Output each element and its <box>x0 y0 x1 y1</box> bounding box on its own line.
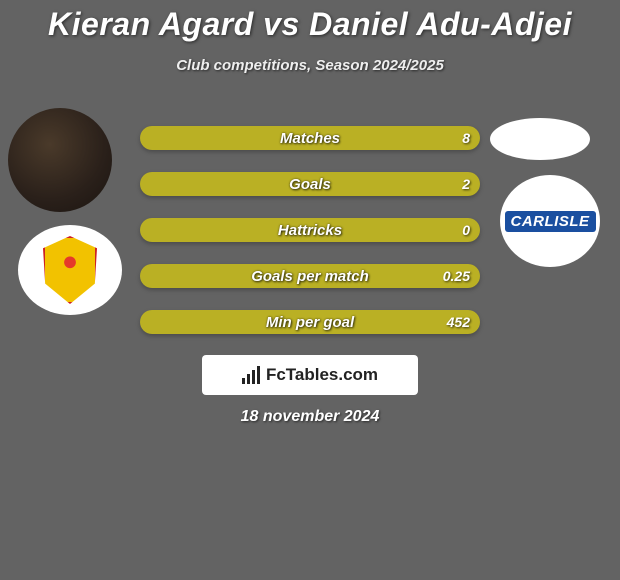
player-left-avatar <box>8 108 112 212</box>
branding-text: FcTables.com <box>266 365 378 385</box>
stat-label: Goals <box>140 172 480 196</box>
stat-label: Min per goal <box>140 310 480 334</box>
stat-label: Matches <box>140 126 480 150</box>
stat-bar: Matches 8 <box>140 126 480 150</box>
club-right-badge: CARLISLE <box>500 175 600 267</box>
club-right-word: CARLISLE <box>505 211 596 232</box>
club-left-badge <box>18 225 122 315</box>
branding-badge: FcTables.com <box>202 355 418 395</box>
stat-bar: Goals per match 0.25 <box>140 264 480 288</box>
club-left-crest <box>43 236 97 304</box>
stat-bar: Goals 2 <box>140 172 480 196</box>
stats-bars: Matches 8 Goals 2 Hattricks 0 Goals per … <box>140 126 480 356</box>
stat-right-value: 452 <box>447 310 470 334</box>
stat-bar: Hattricks 0 <box>140 218 480 242</box>
stat-right-value: 2 <box>462 172 470 196</box>
stat-label: Goals per match <box>140 264 480 288</box>
page-title: Kieran Agard vs Daniel Adu-Adjei <box>0 0 620 43</box>
stat-right-value: 0.25 <box>443 264 470 288</box>
player-right-avatar <box>490 118 590 160</box>
stat-right-value: 0 <box>462 218 470 242</box>
stat-bar: Min per goal 452 <box>140 310 480 334</box>
date-label: 18 november 2024 <box>0 408 620 426</box>
branding-chart-icon <box>242 366 260 384</box>
stat-right-value: 8 <box>462 126 470 150</box>
stat-label: Hattricks <box>140 218 480 242</box>
subtitle: Club competitions, Season 2024/2025 <box>0 57 620 74</box>
